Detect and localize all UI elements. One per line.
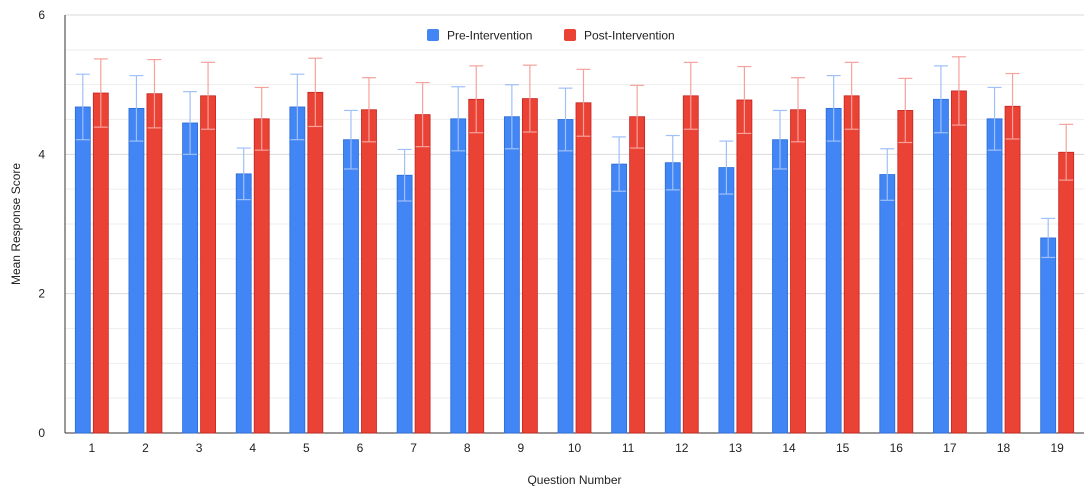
- bar-post-intervention: [575, 102, 592, 434]
- bar-post-intervention: [843, 95, 860, 434]
- bars: [74, 90, 1075, 434]
- x-tick-label: 12: [675, 441, 689, 455]
- x-tick-label: 9: [518, 441, 525, 455]
- bar-pre-intervention: [503, 116, 520, 434]
- bar-pre-intervention: [289, 106, 306, 434]
- x-tick-label: 16: [890, 441, 904, 455]
- bar-pre-intervention: [718, 167, 735, 434]
- y-tick-label: 2: [38, 287, 45, 301]
- x-tick-label: 19: [1051, 441, 1065, 455]
- x-tick-label: 5: [303, 441, 310, 455]
- gridlines: [65, 14, 1084, 399]
- bar-pre-intervention: [933, 98, 949, 434]
- bar-pre-intervention: [343, 139, 359, 434]
- x-axis-title: Question Number: [527, 473, 621, 486]
- x-tick-label: 2: [142, 441, 149, 455]
- bar-pre-intervention: [1040, 237, 1057, 434]
- legend-swatch: [427, 29, 439, 41]
- bar-post-intervention: [200, 95, 216, 434]
- bar-post-intervention: [1058, 151, 1075, 434]
- bar-pre-intervention: [611, 163, 628, 434]
- bar-pre-intervention: [396, 174, 413, 434]
- x-tick-label: 1: [88, 441, 95, 455]
- y-tick-label: 6: [38, 8, 45, 22]
- bar-post-intervention: [468, 98, 485, 434]
- bar-post-intervention: [521, 98, 538, 434]
- legend-label: Pre-Intervention: [447, 29, 532, 43]
- y-tick-label: 0: [38, 426, 45, 440]
- bar-pre-intervention: [450, 118, 467, 434]
- bar-post-intervention: [253, 118, 270, 434]
- bar-post-intervention: [1004, 105, 1021, 434]
- x-tick-label: 3: [196, 441, 203, 455]
- bar-pre-intervention: [235, 173, 252, 434]
- bar-pre-intervention: [128, 107, 145, 434]
- bar-pre-intervention: [664, 162, 681, 434]
- y-axis-title: Mean Response Score: [9, 163, 23, 285]
- bar-pre-intervention: [557, 119, 574, 434]
- x-tick-label: 4: [249, 441, 256, 455]
- bar-pre-intervention: [879, 174, 896, 434]
- axes: [64, 15, 1084, 434]
- bar-post-intervention: [414, 114, 431, 434]
- bar-post-intervention: [361, 109, 377, 434]
- legend-swatch: [564, 29, 576, 41]
- bar-post-intervention: [682, 95, 699, 434]
- bar-post-intervention: [897, 110, 914, 434]
- bar-post-intervention: [146, 93, 163, 434]
- bar-post-intervention: [629, 116, 646, 434]
- bar-post-intervention: [790, 109, 806, 434]
- x-tick-label: 8: [464, 441, 471, 455]
- x-tick-label: 17: [943, 441, 957, 455]
- y-tick-labels: 0 2 4 6: [38, 8, 45, 440]
- bar-post-intervention: [92, 92, 109, 434]
- bar-post-intervention: [951, 90, 967, 434]
- y-tick-label: 4: [38, 147, 45, 161]
- x-tick-label: 15: [836, 441, 850, 455]
- bar-pre-intervention: [182, 122, 198, 434]
- bar-pre-intervention: [986, 118, 1003, 434]
- bar-pre-intervention: [74, 106, 91, 434]
- x-tick-label: 6: [357, 441, 364, 455]
- bar-pre-intervention: [772, 139, 788, 434]
- x-tick-label: 13: [729, 441, 743, 455]
- error-bars: [75, 56, 1074, 259]
- x-tick-label: 7: [410, 441, 417, 455]
- x-tick-label: 11: [622, 441, 635, 455]
- bar-post-intervention: [307, 91, 324, 434]
- bar-pre-intervention: [825, 107, 842, 434]
- legend-label: Post-Intervention: [584, 29, 675, 43]
- x-tick-label: 10: [568, 441, 582, 455]
- legend: Pre-Intervention Post-Intervention: [427, 29, 675, 43]
- x-tick-label: 18: [997, 441, 1011, 455]
- x-tick-labels: 1 2 3 4 5 6 7 8 9 10 11 12 13 14 15 16 17 18 19: [88, 441, 1064, 455]
- bar-post-intervention: [736, 99, 753, 434]
- x-tick-label: 14: [782, 441, 796, 455]
